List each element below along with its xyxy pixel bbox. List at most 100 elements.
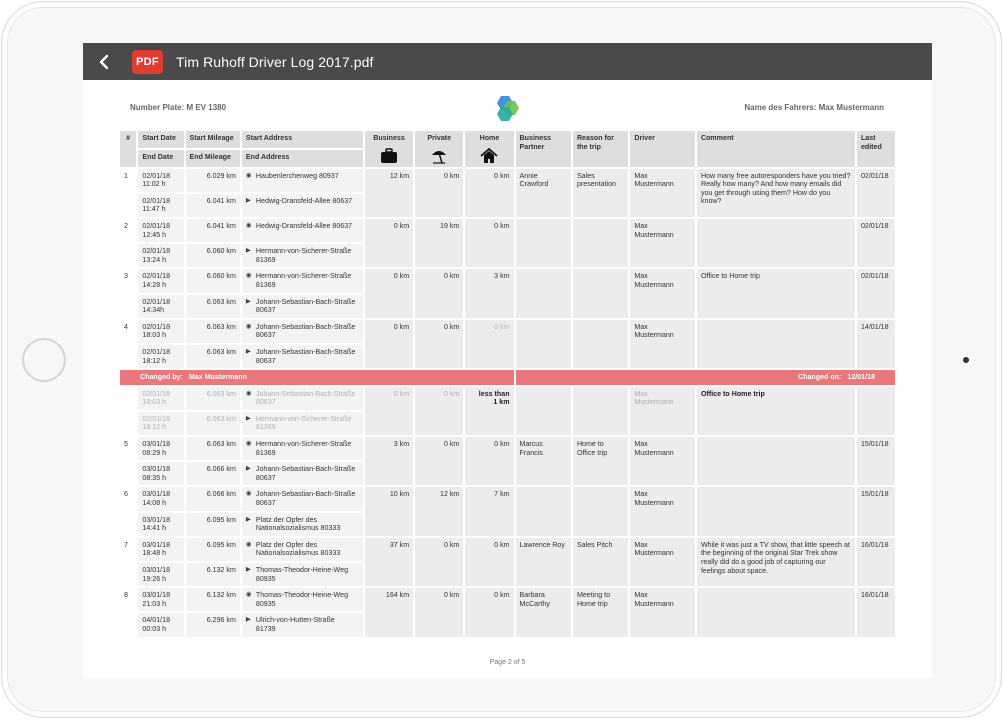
address-cell: ▶ Johann-Sebastian-Bach-Straße 80637 bbox=[241, 462, 363, 486]
start-mileage: 6.029 km bbox=[185, 168, 240, 192]
page-number: Page 2 of 5 bbox=[489, 659, 526, 666]
last-edited: 16/01/18 bbox=[856, 588, 895, 637]
address-text: Johann-Sebastian-Bach-Straße 80637 bbox=[255, 389, 356, 407]
trip-number bbox=[120, 386, 137, 436]
address-cell: ◉ Thomas-Theodor-Heine-Weg 80935 bbox=[241, 588, 363, 612]
address-cell: ◉ Hermann-von-Sicherer-Straße 81369 bbox=[241, 437, 363, 461]
last-edited: 15/01/18 bbox=[856, 487, 895, 536]
address-cell: ◉ Hermann-von-Sicherer-Straße 81369 bbox=[241, 269, 363, 293]
trip-row-end: 02/01/18 11:47 h 6.041 km ▶ Hedwig-Dransfel… bbox=[120, 193, 895, 217]
top-bar: PDF Tim Ruhoff Driver Log 2017.pdf bbox=[83, 43, 932, 80]
address-cell: ◉ Platz der Opfer des Nationalsozialismus… bbox=[241, 537, 363, 561]
flag-icon: ▶ bbox=[245, 515, 251, 523]
trip-number: 6 bbox=[120, 487, 137, 536]
business-km: 3 km bbox=[364, 437, 414, 486]
flag-icon: ▶ bbox=[245, 616, 251, 624]
driver-name: Max Mustermann bbox=[630, 269, 695, 318]
trip-row: 6 03/01/18 14:08 h 6.066 km ◉ Johann-Sebasti… bbox=[120, 487, 895, 536]
address-text: Hermann-von-Sicherer-Straße 81369 bbox=[255, 440, 352, 457]
trip-row: 5 03/01/18 08:29 h 6.063 km ◉ Hermann-von-Si… bbox=[120, 437, 895, 486]
address-cell: ▶ Ulrich-von-Hutten-Straße 81739 bbox=[241, 613, 363, 637]
trip-reason: Sales Pitch bbox=[572, 537, 629, 587]
private-km: 12 km bbox=[415, 487, 464, 536]
trip-row-end: 03/01/18 14:41 h 6.095 km ▶ Platz der Opfer… bbox=[120, 512, 895, 536]
target-icon: ◉ bbox=[245, 272, 252, 280]
last-edited: 15/01/18 bbox=[856, 437, 895, 486]
beach-umbrella-icon bbox=[432, 150, 447, 164]
home-button[interactable] bbox=[22, 338, 66, 382]
private-km: 0 km bbox=[415, 588, 464, 637]
flag-icon: ▶ bbox=[245, 566, 251, 573]
col-private: Private bbox=[415, 131, 464, 167]
col-comment: Comment bbox=[696, 131, 855, 167]
back-button[interactable] bbox=[84, 43, 124, 80]
address-text: Hermann-von-Sicherer-Straße 81369 bbox=[255, 272, 352, 289]
col-last-edited: Last edited bbox=[856, 131, 895, 167]
address-cell: ◉ Johann-Sebastian-Bach-Straße 80637 bbox=[241, 487, 363, 511]
col-end-date: End Date bbox=[138, 149, 184, 167]
trip-row-end: 03/01/18 19:26 h 6.132 km ▶ Thomas-Theodor-… bbox=[120, 563, 895, 587]
col-private-label: Private bbox=[427, 134, 452, 142]
address-cell: ◉ Haubenlerchenweg 80937 bbox=[241, 168, 363, 192]
driver-name: Max Mustermann bbox=[630, 487, 695, 536]
flag-icon: ▶ bbox=[245, 297, 251, 305]
end-date: 02/01/18 18:12 h bbox=[138, 411, 184, 436]
driver-name: Max Mustermann bbox=[630, 588, 695, 637]
end-mileage: 6.066 km bbox=[185, 462, 240, 486]
private-km: 0 km bbox=[415, 537, 464, 587]
flag-icon: ▶ bbox=[245, 247, 251, 255]
start-mileage: 6.041 km bbox=[185, 218, 240, 243]
address-cell: ▶ Johann-Sebastian-Bach-Straße 80637 bbox=[241, 294, 363, 318]
home-km: 0 km bbox=[465, 168, 514, 217]
driver-name-label: Name des Fahrers: Max Mustermann bbox=[744, 103, 884, 112]
flag-icon: ▶ bbox=[245, 465, 251, 473]
driver-name: Max Mustermann bbox=[630, 437, 695, 486]
start-mileage: 6.063 km bbox=[185, 437, 240, 461]
address-text: Thomas-Theodor-Heine-Weg 80935 bbox=[255, 566, 349, 583]
end-mileage: 6.063 km bbox=[185, 411, 240, 436]
last-edited: 02/01/18 bbox=[856, 218, 895, 268]
trip-reason bbox=[572, 319, 629, 369]
end-date: 02/01/18 13:24 h bbox=[138, 244, 184, 268]
col-end-mileage: End Mileage bbox=[185, 149, 240, 167]
address-cell: ▶ Hermann-von-Sicherer-Straße 81369 bbox=[241, 411, 363, 436]
start-mileage: 6.095 km bbox=[185, 537, 240, 561]
end-date: 03/01/18 14:41 h bbox=[138, 512, 184, 536]
address-text: Platz der Opfer des Nationalsozialismus … bbox=[255, 540, 341, 558]
end-mileage: 6.063 km bbox=[185, 344, 240, 369]
private-km: 0 km bbox=[415, 437, 464, 486]
address-text: Platz der Opfer des Nationalsozialismus … bbox=[255, 515, 341, 533]
driver-name: Max Mustermann bbox=[630, 537, 695, 587]
address-cell: ▶ Platz der Opfer des Nationalsozialismus… bbox=[241, 512, 363, 536]
trip-reason bbox=[572, 269, 629, 318]
house-icon bbox=[480, 147, 499, 163]
last-edited: 14/01/18 bbox=[856, 319, 895, 369]
home-km: 7 km bbox=[465, 487, 514, 536]
address-text: Ulrich-von-Hutten-Straße 81739 bbox=[255, 616, 335, 633]
start-date: 03/01/18 14:08 h bbox=[138, 487, 184, 511]
trip-reason: Home to Office trip bbox=[572, 437, 629, 486]
end-mileage: 6.095 km bbox=[185, 512, 240, 536]
last-edited bbox=[856, 386, 895, 436]
driver-name: Max Mustermann bbox=[630, 386, 695, 436]
address-text: Hedwig-Dransfeld-Allee 80637 bbox=[255, 221, 353, 230]
flag-icon: ▶ bbox=[245, 196, 251, 204]
trip-comment: While it was just a TV show, that little… bbox=[696, 537, 855, 587]
business-partner: Lawrence Roy bbox=[515, 537, 571, 587]
business-partner: Annie Crawford bbox=[515, 168, 571, 217]
trip-row: 1 02/01/18 11:02 h 6.029 km ◉ Haubenlerchenw… bbox=[120, 168, 895, 217]
trip-comment: How many free autoresponders have you tr… bbox=[696, 168, 855, 217]
col-num: # bbox=[120, 131, 137, 167]
company-logo bbox=[497, 96, 519, 121]
address-text: Johann-Sebastian-Bach-Straße 80637 bbox=[255, 490, 356, 508]
end-mileage: 6.296 km bbox=[185, 613, 240, 637]
start-date: 03/01/18 21:03 h bbox=[138, 588, 184, 612]
col-start-address: Start Address bbox=[241, 131, 363, 148]
col-home: Home bbox=[465, 131, 514, 167]
end-date: 03/01/18 19:26 h bbox=[138, 563, 184, 587]
start-mileage: 6.132 km bbox=[185, 588, 240, 612]
business-km: 0 km bbox=[364, 386, 414, 436]
col-end-address: End Address bbox=[241, 149, 363, 167]
end-mileage: 6.060 km bbox=[185, 244, 240, 268]
target-icon: ◉ bbox=[245, 389, 252, 397]
